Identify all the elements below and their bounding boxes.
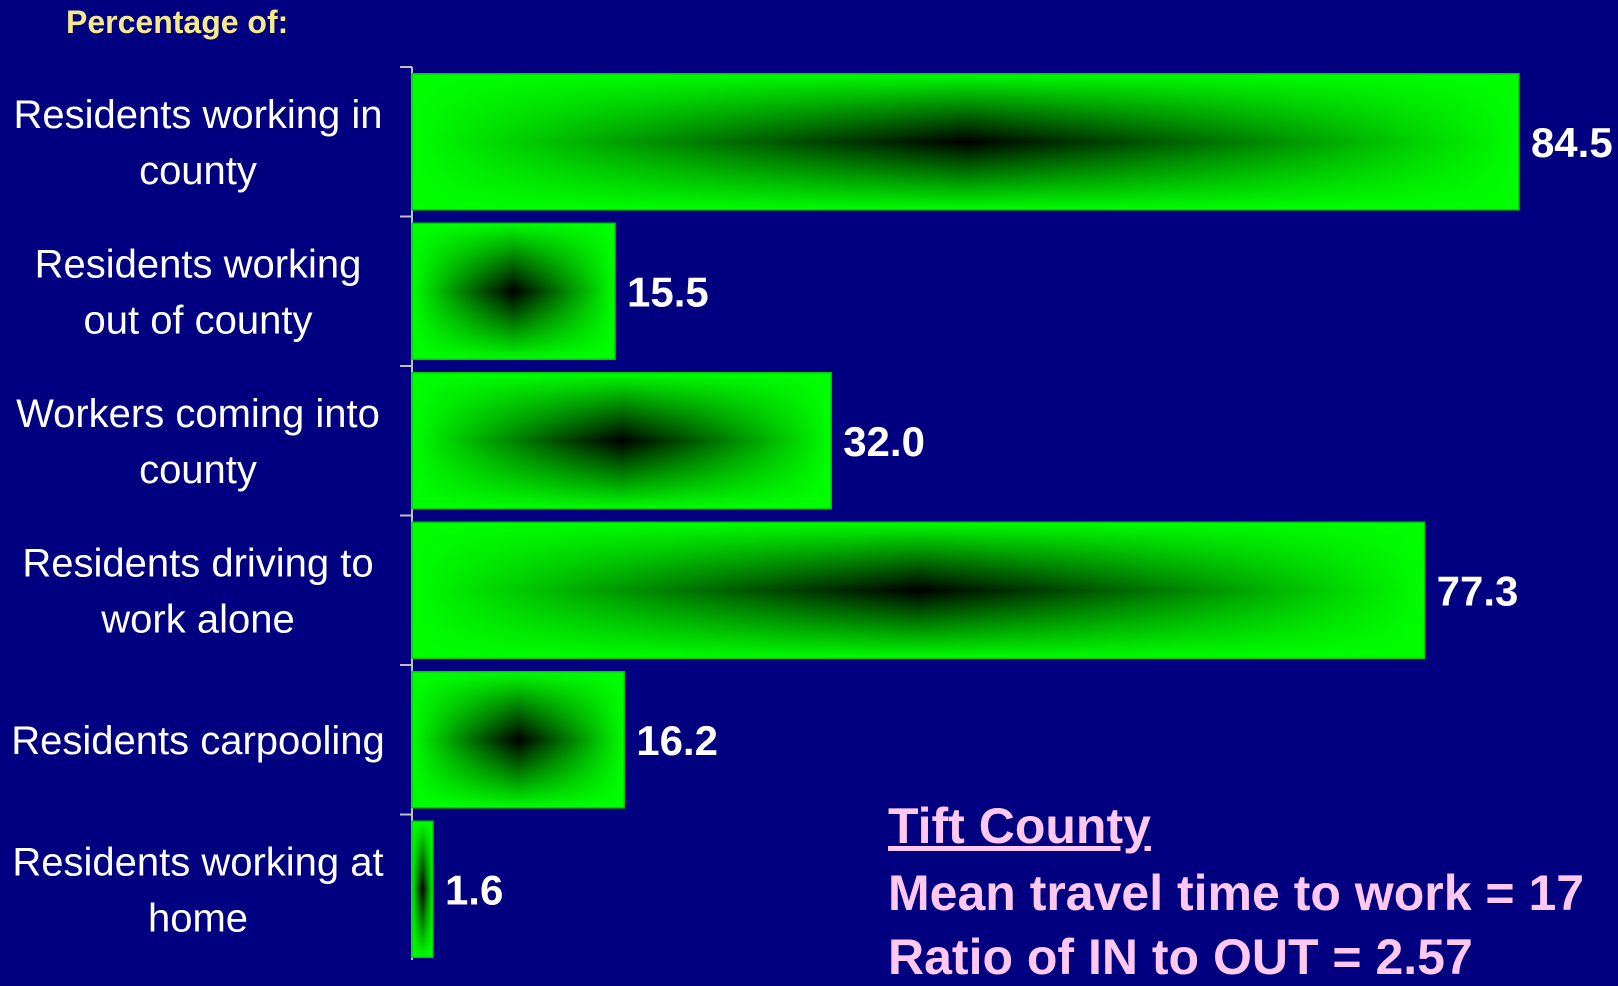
data-label: 84.5	[1531, 119, 1613, 166]
annotation-title: Tift County	[888, 798, 1151, 854]
bar	[411, 372, 832, 510]
bar	[411, 820, 434, 958]
data-label: 32.0	[843, 418, 925, 465]
data-label: 1.6	[445, 866, 503, 913]
data-label: 15.5	[627, 268, 709, 315]
category-label: Residents driving to work alone	[22, 541, 373, 641]
data-label: 77.3	[1437, 567, 1519, 614]
category-label: Residents carpooling	[11, 719, 385, 763]
bar	[411, 222, 616, 360]
bar	[411, 73, 1520, 211]
category-label: Workers coming into county	[16, 392, 380, 492]
annotation-mean-travel-time: Mean travel time to work = 17	[888, 865, 1585, 921]
chart-title: Percentage of:	[66, 4, 289, 40]
category-label: Residents working at home	[12, 840, 383, 940]
bar	[411, 521, 1426, 659]
bar	[411, 671, 625, 809]
category-label: Residents working in county	[13, 93, 382, 193]
data-label: 16.2	[636, 717, 718, 764]
category-label: Residents working out of county	[35, 242, 362, 342]
bar-chart: 84.5 Residents working in county 15.5 Reside…	[11, 66, 1613, 960]
annotation-ratio-in-out: Ratio of IN to OUT = 2.57	[888, 929, 1473, 985]
